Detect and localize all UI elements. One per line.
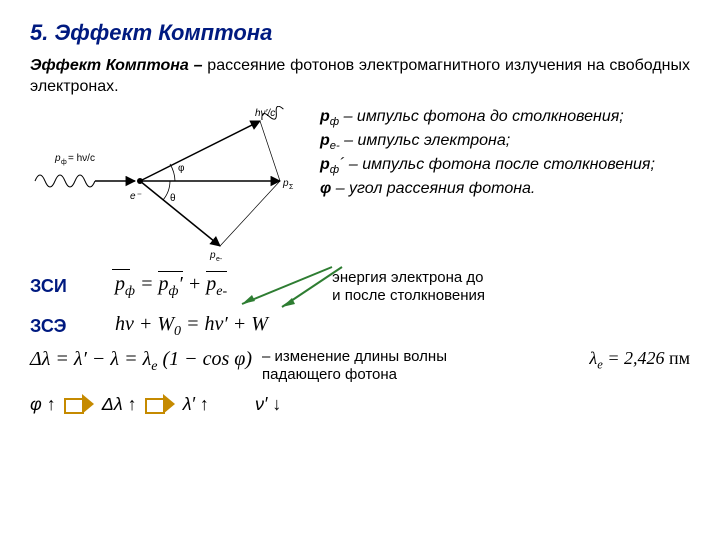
svg-text:e⁻: e⁻ <box>130 191 142 202</box>
svg-text:p: p <box>54 153 61 164</box>
svg-text:Σ: Σ <box>289 184 294 191</box>
sym-phi: φ <box>320 180 331 197</box>
section-title: 5. Эффект Комптона <box>30 20 690 46</box>
lambda-prime-up: λ′ ↑ <box>183 394 209 415</box>
implies-icon <box>145 395 175 413</box>
scattering-diagram: pф = hν/c e⁻ hν′/c pΣ pe- φ θ <box>30 106 310 261</box>
energy-conservation-row: ЗСЭ hν + W0 = hν′ + W <box>30 313 690 340</box>
phi-up: φ ↑ <box>30 394 56 415</box>
sym-p-photon-prime: p <box>320 156 330 173</box>
svg-text:ф: ф <box>61 159 67 166</box>
svg-text:θ: θ <box>170 193 176 204</box>
energy-note: энергия электрона до и после столкновени… <box>332 269 690 305</box>
svg-text:hν′/c: hν′/c <box>255 108 275 119</box>
zse-label: ЗСЭ <box>30 316 90 337</box>
svg-text:p: p <box>209 250 216 261</box>
zse-formula: hν + W0 = hν′ + W <box>115 313 268 340</box>
zsi-label: ЗСИ <box>30 276 90 297</box>
nu-prime-down: ν′ ↓ <box>255 394 281 415</box>
svg-text:= hν/c: = hν/c <box>68 153 95 164</box>
symbol-definitions: pф – импульс фотона до столкновения; pе-… <box>320 106 655 200</box>
delta-lambda-formula: Δλ = λ′ − λ = λe (1 − cos φ) <box>30 348 252 375</box>
dlambda-up: Δλ ↑ <box>102 394 137 415</box>
implication-chain: φ ↑ Δλ ↑ λ′ ↑ ν′ ↓ <box>30 394 690 415</box>
svg-text:p: p <box>282 178 289 189</box>
energy-arrows-icon <box>222 259 362 309</box>
svg-text:φ: φ <box>178 163 185 174</box>
momentum-conservation-row: ЗСИ pф = pф′ + pe- энергия электрона до … <box>30 269 690 305</box>
zsi-formula: pф = pф′ + pe- <box>115 273 227 300</box>
sym-p-photon: p <box>320 108 330 125</box>
delta-lambda-note: – изменение длины волны падающего фотона <box>262 348 447 384</box>
sym-p-electron: p <box>320 132 330 149</box>
intro-term: Эффект Комптона – <box>30 57 203 74</box>
implies-icon <box>64 395 94 413</box>
compton-wavelength: λe = 2,426 пм <box>589 348 690 373</box>
intro-paragraph: Эффект Комптона – рассеяние фотонов элек… <box>30 56 690 98</box>
